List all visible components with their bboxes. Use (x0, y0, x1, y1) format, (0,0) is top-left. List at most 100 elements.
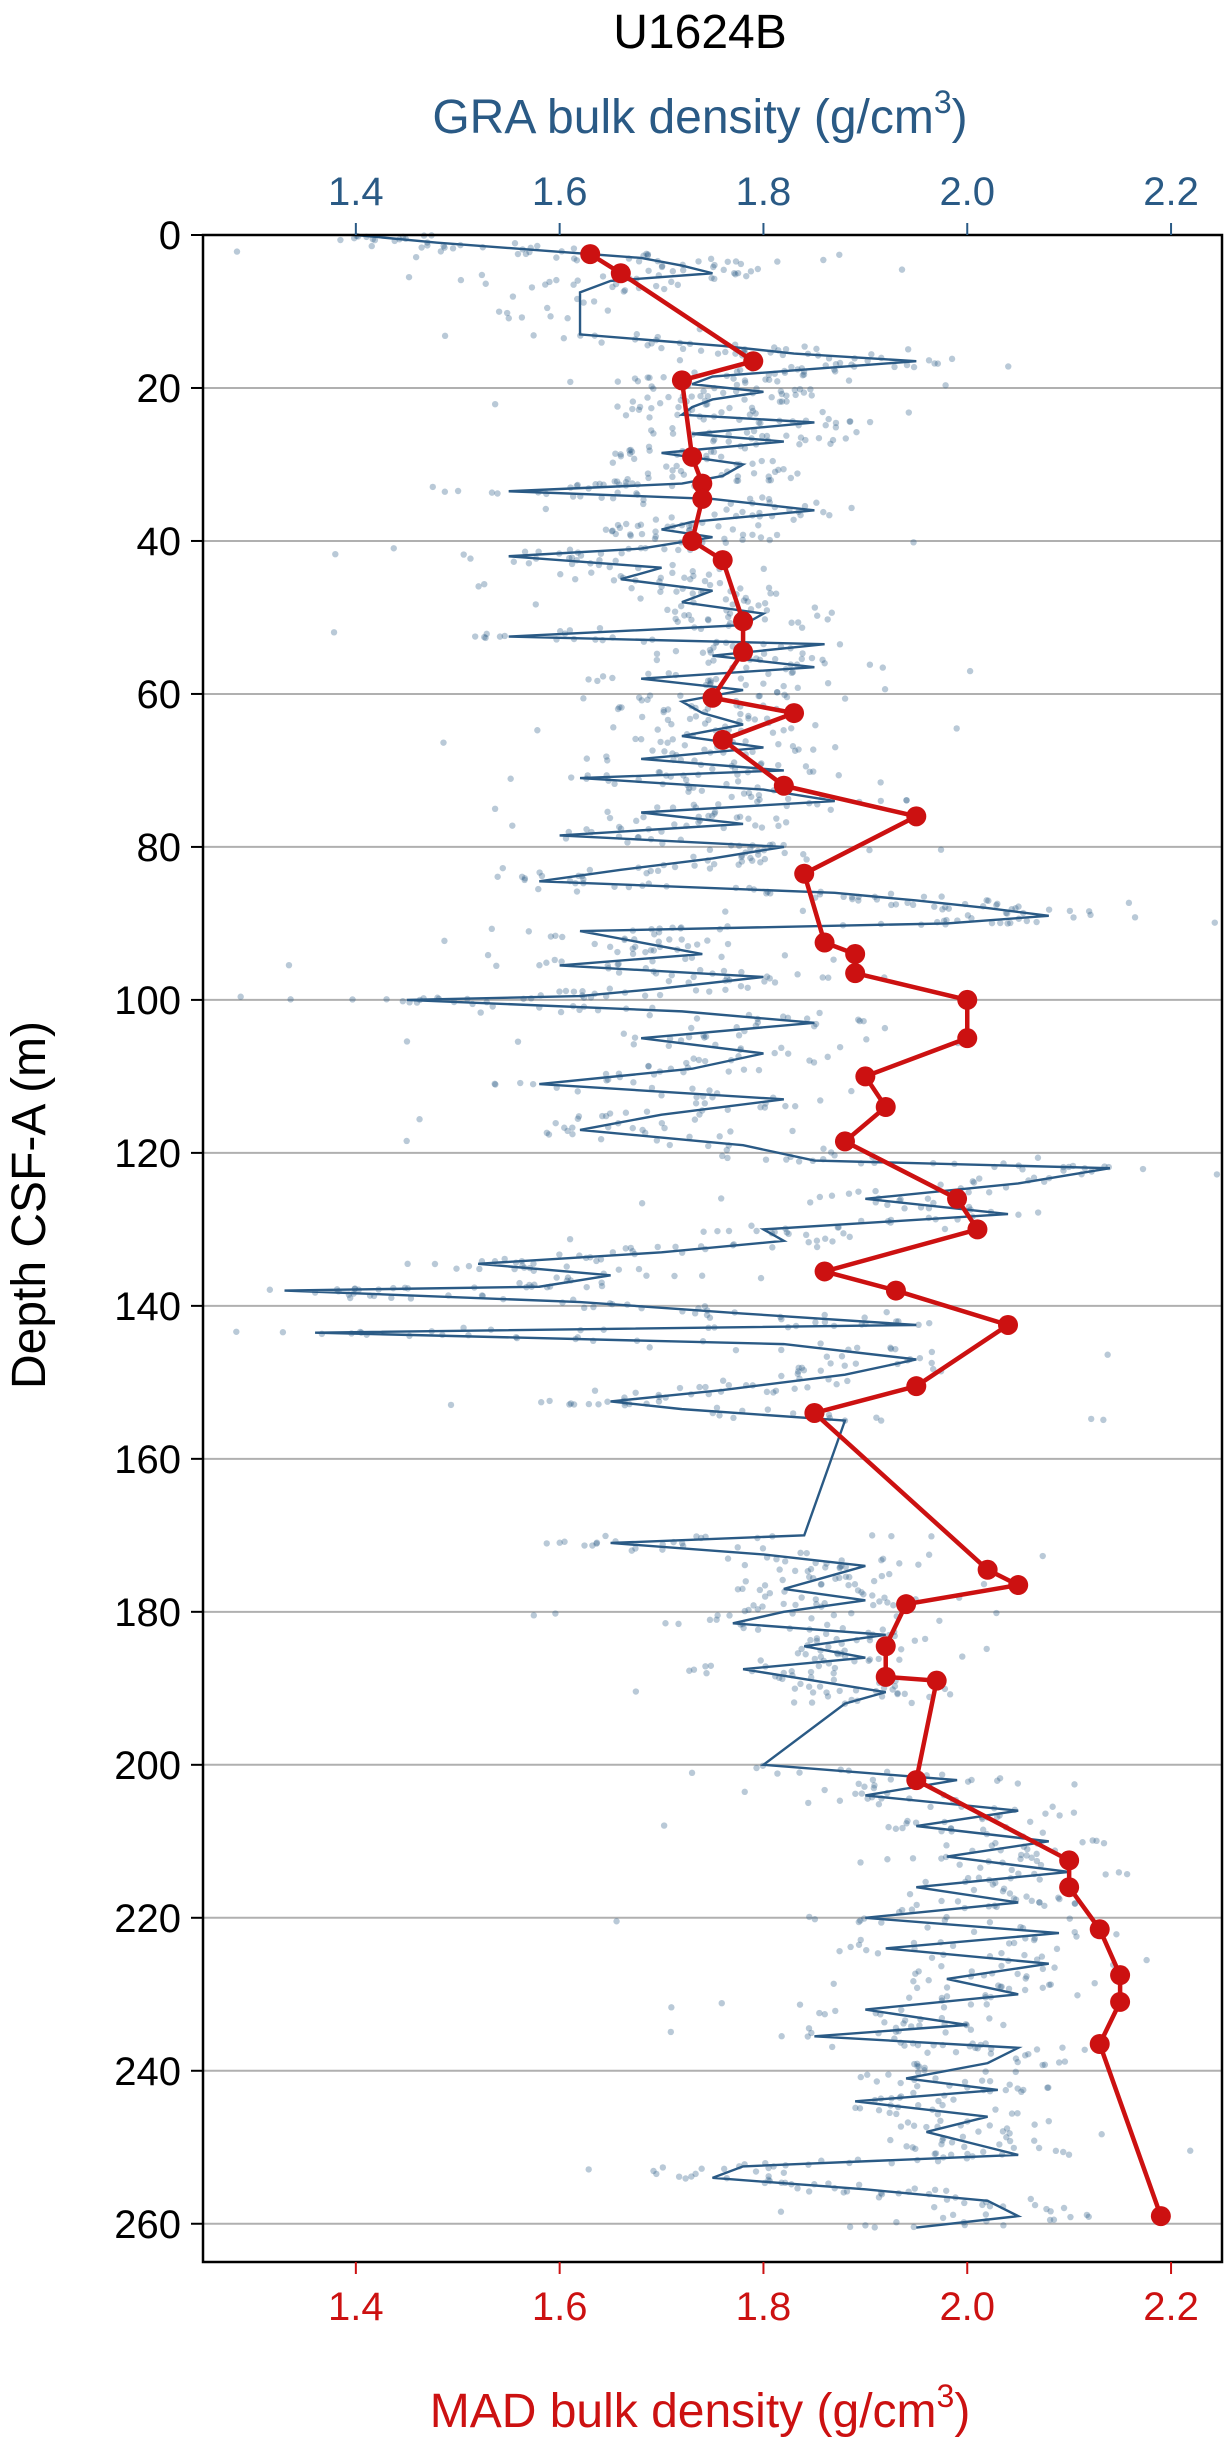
gra-point (566, 546, 574, 553)
gra-point (975, 2128, 982, 2135)
gra-point (761, 978, 768, 985)
gra-point (766, 1589, 774, 1597)
gra-point (705, 716, 712, 724)
mad-marker (671, 370, 692, 391)
gra-point (738, 968, 745, 976)
gra-point (557, 571, 564, 578)
gra-point (574, 1115, 582, 1122)
gra-point (855, 1016, 862, 1023)
gra-point (739, 536, 746, 544)
gra-point (750, 1602, 757, 1609)
gra-point (669, 430, 677, 437)
gra-point (586, 866, 594, 874)
gra-point (716, 1133, 723, 1140)
mad-marker (845, 944, 866, 965)
top-axis-label: GRA bulk density (g/cm3) (432, 84, 967, 144)
gra-point (649, 958, 656, 965)
gra-point (664, 739, 671, 746)
gra-point (832, 419, 840, 427)
y-tick-label: 60 (137, 673, 182, 717)
gra-point (454, 487, 462, 495)
gra-point (1115, 1869, 1123, 1876)
gra-point (763, 890, 770, 897)
gra-point (1093, 1837, 1100, 1845)
gra-point (1100, 1416, 1107, 1424)
gra-point (661, 748, 668, 755)
gra-point (407, 1295, 415, 1302)
gra-point (511, 240, 519, 247)
gra-point (847, 418, 854, 425)
gra-point (802, 1231, 810, 1239)
gra-point (800, 371, 808, 378)
gra-point (783, 1156, 790, 1163)
gra-point (992, 2106, 999, 2113)
gra-point (725, 1227, 733, 1235)
gra-point (821, 2011, 828, 2018)
gra-point (577, 552, 585, 559)
gra-point (848, 504, 855, 512)
gra-point (631, 1034, 639, 1041)
gra-point (546, 1397, 553, 1405)
gra-point (734, 1544, 741, 1551)
gra-point (810, 1059, 818, 1066)
gra-point (943, 916, 950, 924)
gra-point (937, 846, 945, 853)
gra-point (1035, 2144, 1043, 2152)
gra-point (707, 649, 714, 656)
gra-point (883, 1308, 890, 1316)
gra-point (821, 1311, 828, 1319)
gra-point (606, 985, 614, 992)
gra-point (749, 407, 757, 415)
gra-point (909, 2144, 916, 2151)
gra-point (1007, 919, 1014, 927)
y-tick-label: 0 (159, 214, 181, 258)
gra-point (675, 546, 682, 554)
gra-point (770, 1389, 777, 1396)
gra-point (869, 1592, 876, 1599)
gra-point (603, 753, 610, 760)
gra-point (645, 1063, 652, 1070)
gra-point (489, 1003, 496, 1010)
mad-marker (682, 530, 703, 551)
gra-point (684, 942, 692, 950)
mad-series-line (589, 252, 1163, 2217)
gra-point (781, 1558, 789, 1565)
gra-point (767, 476, 775, 484)
gra-point (805, 1239, 812, 1246)
gra-point (715, 523, 722, 530)
gra-point (742, 681, 749, 689)
gra-point (884, 1856, 891, 1863)
gra-point (898, 266, 906, 273)
gra-point (718, 409, 725, 416)
gra-point (701, 720, 709, 727)
gra-point (685, 785, 693, 792)
gra-point (964, 912, 972, 919)
gra-point (1061, 2058, 1069, 2065)
gra-point (1014, 1970, 1021, 1978)
gra-point (783, 392, 790, 399)
gra-point (941, 903, 949, 911)
gra-point (573, 257, 581, 264)
gra-point (688, 1769, 696, 1777)
gra-point (892, 1345, 899, 1353)
gra-point (635, 694, 643, 701)
gra-point (903, 2143, 910, 2150)
gra-point (914, 2069, 922, 2076)
gra-point (1074, 1992, 1081, 1999)
gra-point (1004, 920, 1011, 927)
gra-point (673, 462, 680, 470)
gra-point (1131, 914, 1139, 921)
gra-point (685, 1033, 693, 1041)
gra-point (978, 2077, 986, 2084)
gra-point (1041, 2061, 1049, 2068)
gra-point (596, 624, 604, 632)
gra-point (879, 664, 886, 671)
gra-point (639, 1126, 646, 1134)
gra-point (860, 1591, 867, 1598)
gra-point (803, 1549, 810, 1557)
gra-point (237, 993, 244, 1000)
gra-point (558, 958, 565, 965)
gra-point (1060, 1167, 1067, 1174)
gra-point (1056, 1895, 1063, 1903)
gra-point (648, 427, 655, 434)
